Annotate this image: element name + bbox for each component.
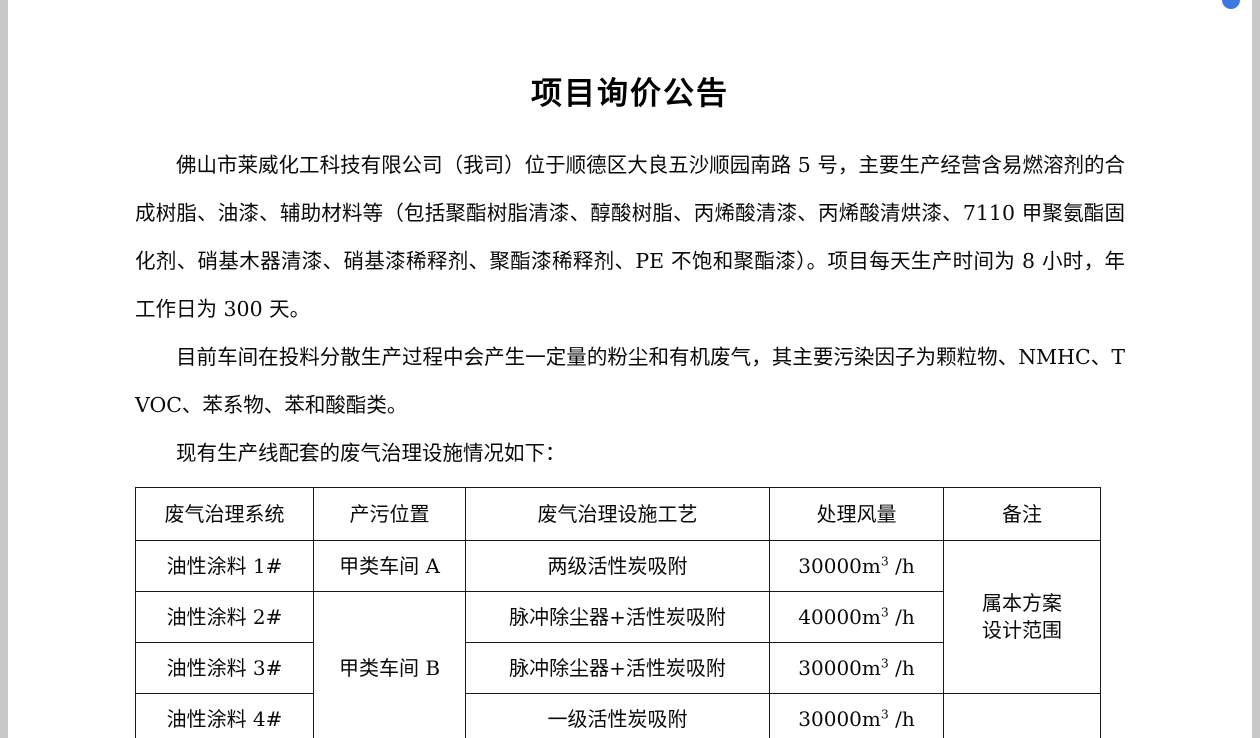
column-header-system: 废气治理系统 — [135, 487, 314, 542]
airflow-exponent: 3 — [880, 655, 889, 671]
cell-airflow: 30000m3 /h — [769, 642, 944, 695]
cell-system: 油性涂料 4# — [135, 693, 314, 738]
cell-note-empty — [943, 693, 1101, 738]
cell-location: 甲类车间 A — [313, 540, 466, 593]
cell-process: 一级活性炭吸附 — [465, 693, 770, 738]
viewer-left-gutter — [0, 0, 8, 738]
airflow-unit: /h — [895, 553, 915, 578]
cell-process: 脉冲除尘器+活性炭吸附 — [465, 642, 770, 695]
cell-system: 油性涂料 2# — [135, 591, 314, 644]
cell-system: 油性涂料 1# — [135, 540, 314, 593]
cell-airflow: 30000m3 /h — [769, 693, 944, 738]
waste-gas-treatment-table: 废气治理系统 产污位置 废气治理设施工艺 处理风量 备注 油性涂料 1# 甲类车… — [135, 487, 1101, 738]
paragraph-table-lead-in: 现有生产线配套的废气治理设施情况如下： — [176, 441, 566, 466]
document-page: 项目询价公告 佛山市莱威化工科技有限公司（我司）位于顺德区大良五沙顺园南路 5 … — [8, 0, 1252, 738]
airflow-value: 30000m — [798, 553, 881, 578]
table-header-row: 废气治理系统 产污位置 废气治理设施工艺 处理风量 备注 — [135, 487, 1101, 542]
note-line-2: 设计范围 — [982, 618, 1062, 643]
vertical-scrollbar[interactable] — [1252, 0, 1260, 738]
airflow-unit: /h — [895, 706, 915, 731]
cell-note-merged: 属本方案 设计范围 — [943, 540, 1101, 695]
column-header-note: 备注 — [943, 487, 1101, 542]
table-row: 油性涂料 4# 一级活性炭吸附 30000m3 /h — [135, 693, 1101, 738]
airflow-exponent: 3 — [880, 706, 889, 722]
page-title: 项目询价公告 — [531, 76, 729, 112]
page-content: 项目询价公告 佛山市莱威化工科技有限公司（我司）位于顺德区大良五沙顺园南路 5 … — [135, 0, 1125, 738]
column-header-airflow: 处理风量 — [769, 487, 944, 542]
airflow-value: 30000m — [798, 706, 881, 731]
paragraph-company-intro: 佛山市莱威化工科技有限公司（我司）位于顺德区大良五沙顺园南路 5 号，主要生产经… — [135, 153, 1125, 322]
airflow-unit: /h — [895, 604, 915, 629]
airflow-exponent: 3 — [880, 553, 889, 569]
cell-airflow: 30000m3 /h — [769, 540, 944, 593]
paragraph-pollutants: 目前车间在投料分散生产过程中会产生一定量的粉尘和有机废气，其主要污染因子为颗粒物… — [135, 345, 1125, 418]
airflow-unit: /h — [895, 655, 915, 680]
airflow-value: 40000m — [798, 604, 881, 629]
airflow-value: 30000m — [798, 655, 881, 680]
cell-process: 两级活性炭吸附 — [465, 540, 770, 593]
cell-location-merged: 甲类车间 B — [313, 591, 466, 738]
cell-process: 脉冲除尘器+活性炭吸附 — [465, 591, 770, 644]
floating-action-dot-icon[interactable] — [1222, 0, 1240, 9]
table-row: 油性涂料 1# 甲类车间 A 两级活性炭吸附 30000m3 /h 属本方案 设计… — [135, 540, 1101, 695]
airflow-exponent: 3 — [880, 604, 889, 620]
cell-airflow: 40000m3 /h — [769, 591, 944, 644]
column-header-location: 产污位置 — [313, 487, 466, 542]
column-header-process: 废气治理设施工艺 — [465, 487, 770, 542]
note-line-1: 属本方案 — [982, 591, 1062, 616]
cell-system: 油性涂料 3# — [135, 642, 314, 695]
